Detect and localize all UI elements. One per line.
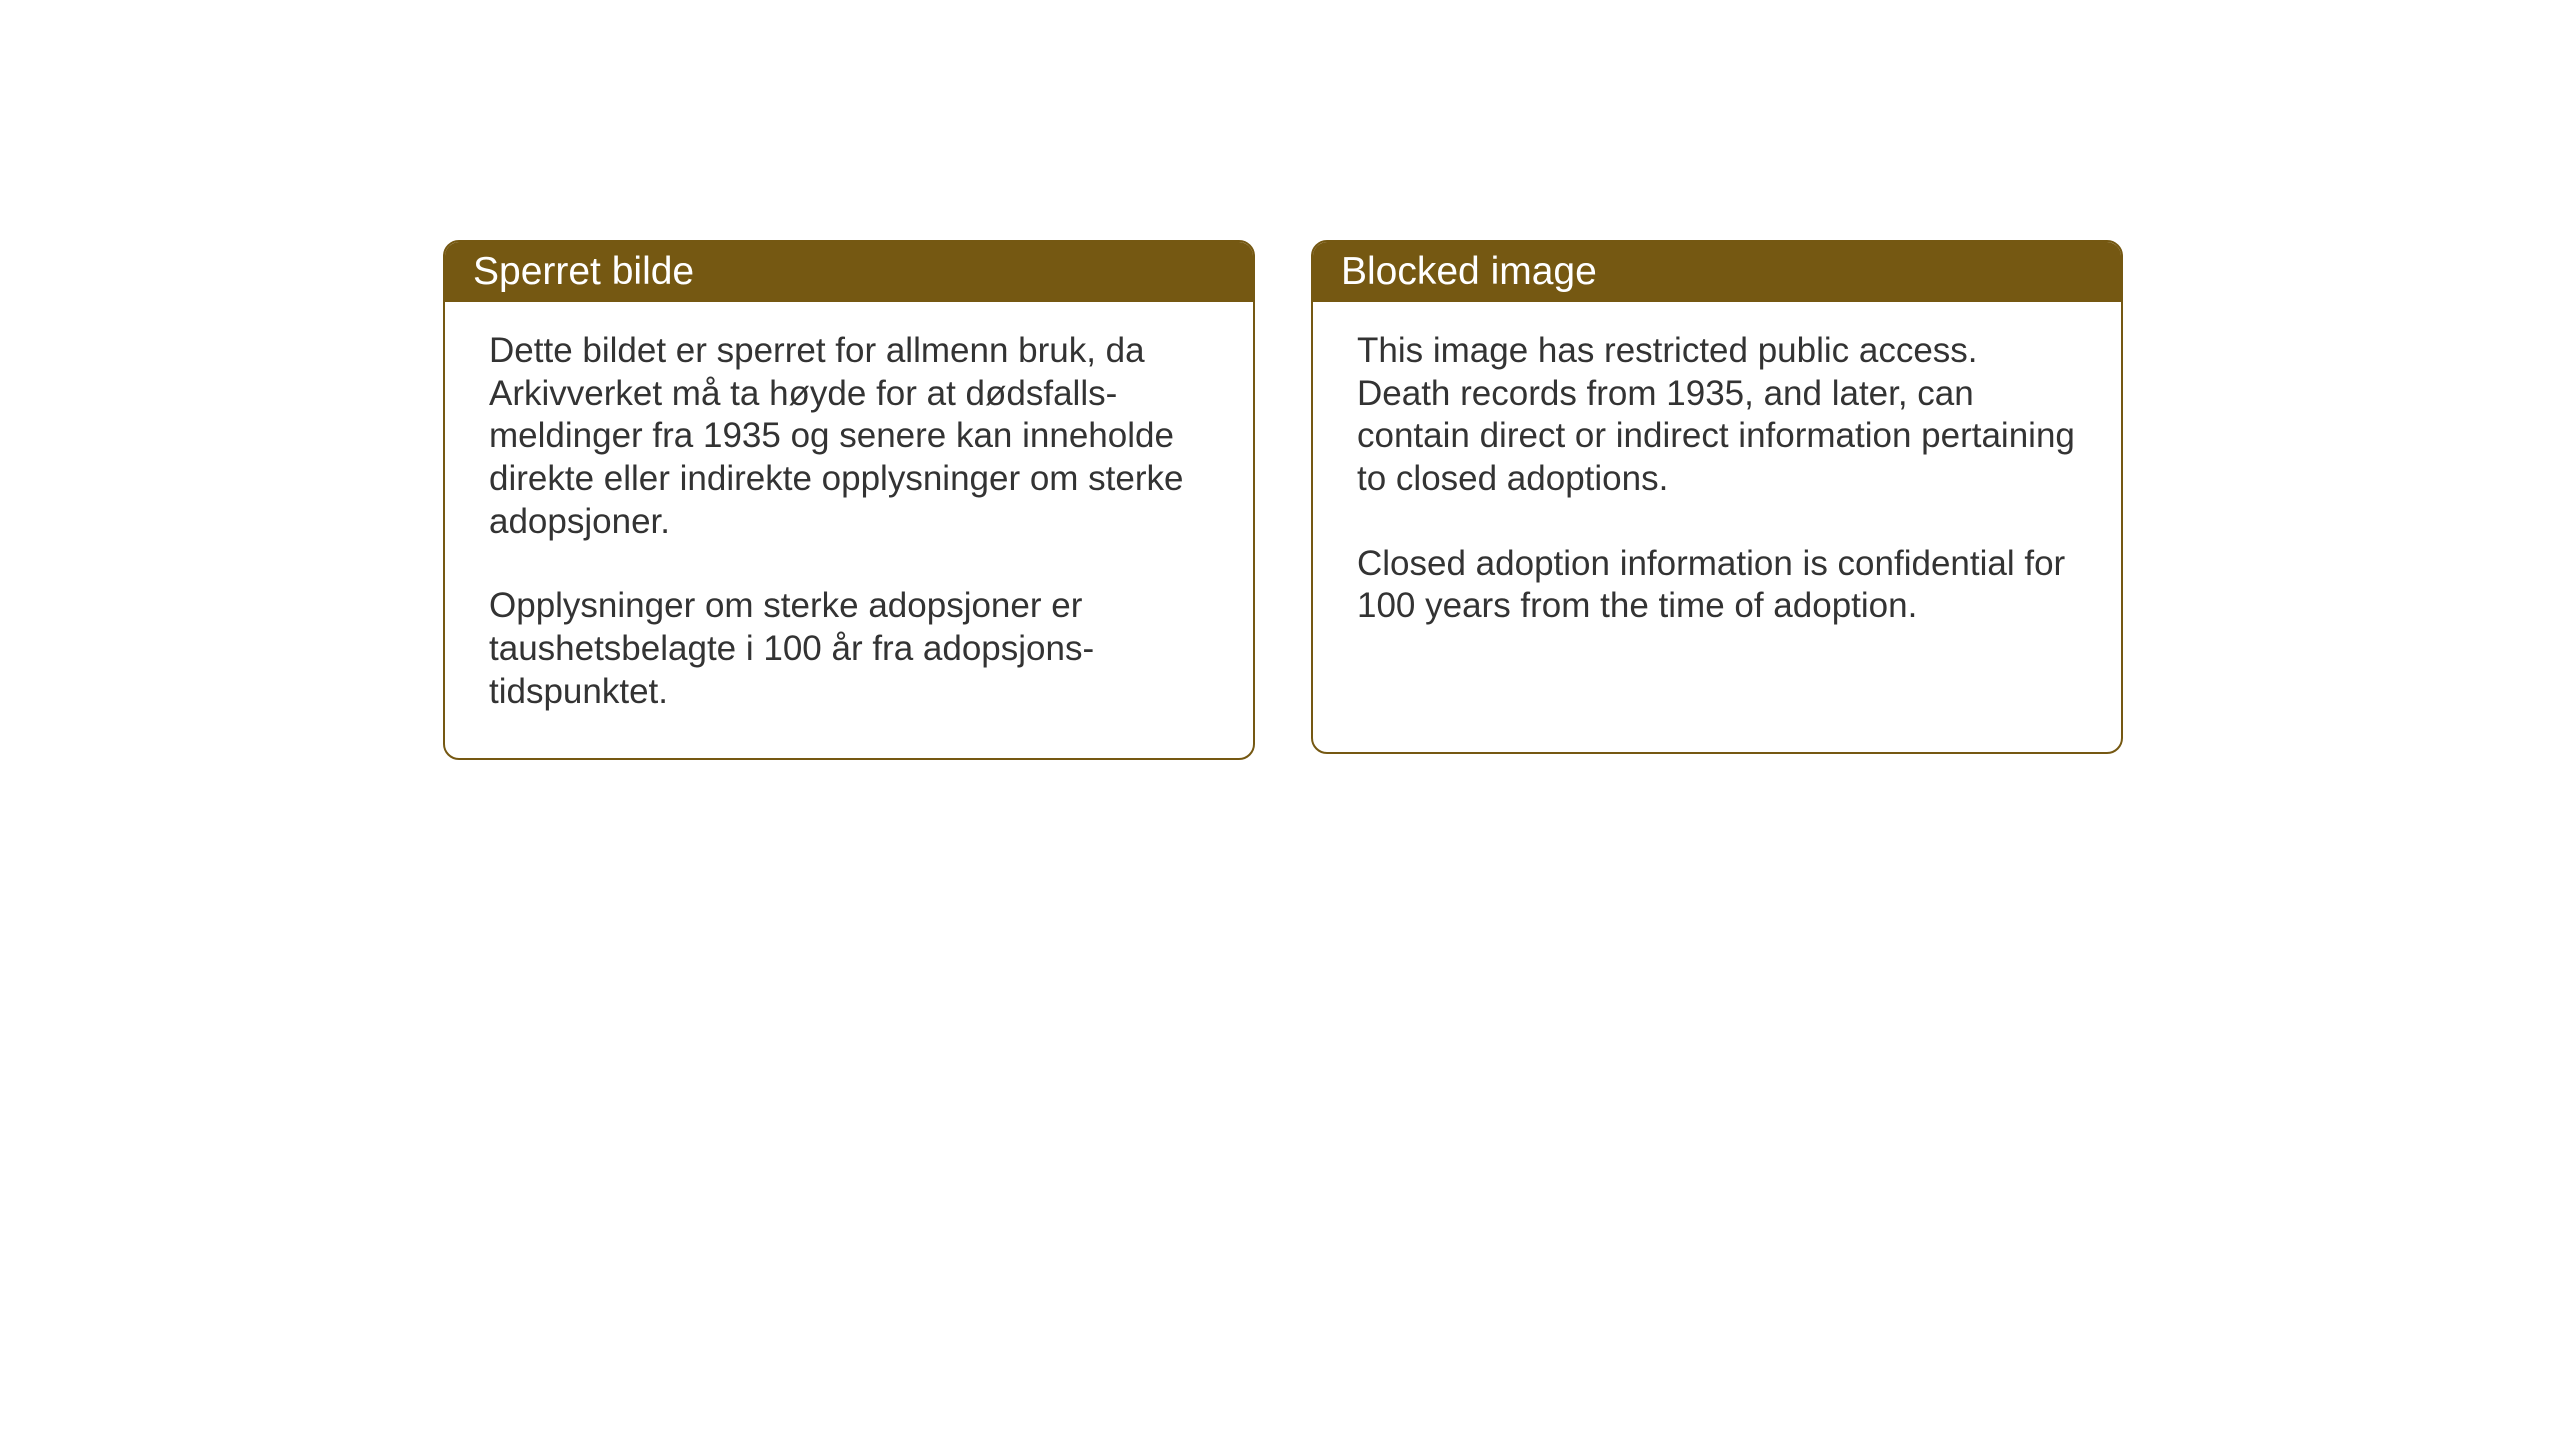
card-header-norwegian: Sperret bilde <box>445 242 1253 302</box>
card-paragraph-1-norwegian: Dette bildet er sperret for allmenn bruk… <box>489 330 1209 543</box>
card-body-english: This image has restricted public access.… <box>1313 302 2121 672</box>
card-title-english: Blocked image <box>1341 250 1597 293</box>
card-title-norwegian: Sperret bilde <box>473 250 694 293</box>
card-paragraph-2-english: Closed adoption information is confident… <box>1357 543 2077 628</box>
card-paragraph-2-norwegian: Opplysninger om sterke adopsjoner er tau… <box>489 585 1209 713</box>
notice-card-english: Blocked image This image has restricted … <box>1311 240 2123 754</box>
notice-card-norwegian: Sperret bilde Dette bildet er sperret fo… <box>443 240 1255 760</box>
card-body-norwegian: Dette bildet er sperret for allmenn bruk… <box>445 302 1253 758</box>
card-paragraph-1-english: This image has restricted public access.… <box>1357 330 2077 501</box>
notice-container: Sperret bilde Dette bildet er sperret fo… <box>443 240 2123 760</box>
card-header-english: Blocked image <box>1313 242 2121 302</box>
